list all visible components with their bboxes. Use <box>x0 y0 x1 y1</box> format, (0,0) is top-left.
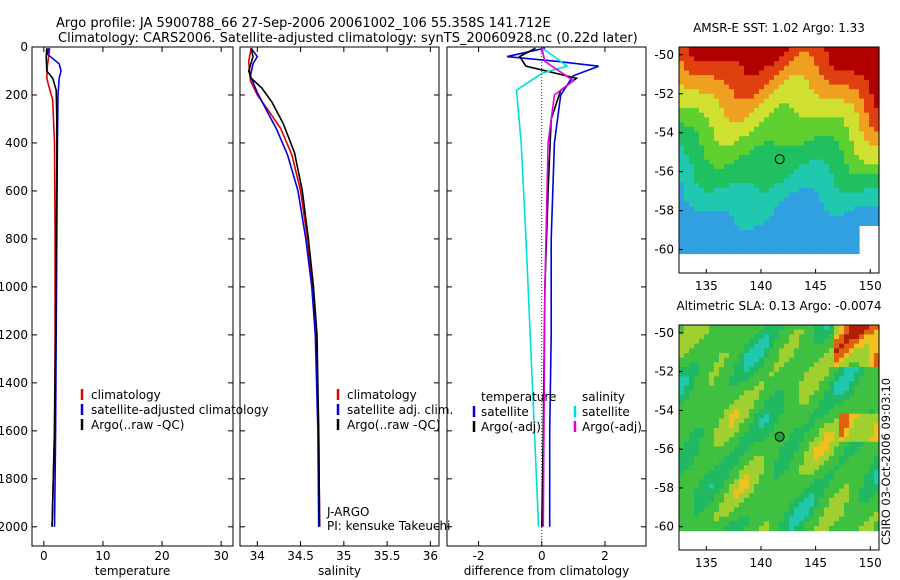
series-line-argo-raw-qc- <box>45 48 58 527</box>
x-tick-label: 140 <box>750 556 773 570</box>
y-tick-label: -54 <box>654 126 674 140</box>
y-tick-label: 1800 <box>0 472 28 486</box>
legend-label: satellite-adjusted climatology <box>91 403 269 417</box>
y-tick-label: -60 <box>654 520 674 534</box>
legend-label: Argo(..raw -QC) <box>347 418 440 432</box>
y-tick-label: 400 <box>5 136 28 150</box>
legend-title-temperature: temperature <box>481 390 556 404</box>
x-tick-label: 135 <box>695 279 718 293</box>
argo-float-marker <box>774 154 785 165</box>
series-line-satellite-adjusted-climatology <box>46 48 62 527</box>
legend-label: Argo(..raw -QC) <box>91 418 184 432</box>
legend-label: satellite <box>582 405 630 419</box>
x-tick-label: 10 <box>95 549 110 563</box>
legend-label: Argo(-adj) <box>481 420 541 434</box>
y-tick-label: 1200 <box>0 328 28 342</box>
y-tick-label: 2000 <box>0 520 28 534</box>
map-frame <box>678 46 880 274</box>
x-axis-label: temperature <box>95 564 170 578</box>
x-tick-label: 35 <box>336 549 351 563</box>
y-tick-label: -56 <box>654 442 674 456</box>
y-tick-label: -58 <box>654 481 674 495</box>
plot-frame <box>446 46 647 547</box>
figure-title-line1: Argo profile: JA 5900788_66 27-Sep-2006 … <box>56 16 551 31</box>
series-line-salinity-satellite <box>515 47 569 527</box>
y-tick-label: 0 <box>20 40 28 54</box>
y-tick-label: 1000 <box>0 280 28 294</box>
panel-temperature: 0 10 20 30 0 200 400 600 800 1000 1200 1400 1600 1800… <box>0 40 269 578</box>
legend-label: climatology <box>91 388 161 402</box>
field-raster <box>679 47 880 255</box>
y-tick-label: -50 <box>654 48 674 62</box>
legend-title-salinity: salinity <box>582 390 625 404</box>
legend-label: Argo(-adj) <box>582 420 642 434</box>
x-tick-label: 150 <box>859 556 882 570</box>
x-tick-label: 34.5 <box>287 549 314 563</box>
field-raster <box>679 325 880 532</box>
x-tick-label: 145 <box>804 279 827 293</box>
x-axis-label: difference from climatology <box>464 564 630 578</box>
y-tick-label: -60 <box>654 243 674 257</box>
x-tick-label: 35.5 <box>374 549 401 563</box>
map-title: Altimetric SLA: 0.13 Argo: -0.0074 <box>676 299 881 313</box>
x-tick-label: 135 <box>695 556 718 570</box>
y-tick-label: -56 <box>654 165 674 179</box>
x-tick-label: 30 <box>214 549 229 563</box>
series-line-temperature-satellite <box>506 47 599 527</box>
y-tick-label: -54 <box>654 403 674 417</box>
x-tick-label: 2 <box>601 549 609 563</box>
panel-salinity: 34 34.5 35 35.5 36 salinity climatologysatelli… <box>239 46 453 578</box>
legend-label: satellite adj. clim. <box>347 403 453 417</box>
plot-frame <box>31 46 234 547</box>
y-tick-label: 600 <box>5 184 28 198</box>
figure-title-line2: Climatology: CARS2006. Satellite-adjuste… <box>58 31 638 46</box>
y-tick-label: -50 <box>654 326 674 340</box>
series-line-argo-raw-qc- <box>247 48 321 527</box>
map-frame <box>678 324 880 551</box>
map-title: AMSR-E SST: 1.02 Argo: 1.33 <box>693 21 865 35</box>
x-tick-label: 36 <box>423 549 438 563</box>
y-tick-label: 1600 <box>0 424 28 438</box>
x-tick-label: 145 <box>804 556 827 570</box>
series-line-satellite-adj-clim- <box>249 47 320 527</box>
y-tick-label: -52 <box>654 87 674 101</box>
y-tick-label: 200 <box>5 88 28 102</box>
x-tick-label: 34 <box>250 549 265 563</box>
y-tick-label: 800 <box>5 232 28 246</box>
y-tick-label: -58 <box>654 204 674 218</box>
csiro-timestamp: CSIRO 03-Oct-2006 09:03:10 <box>879 378 893 545</box>
plot-frame <box>239 46 440 547</box>
x-tick-label: -2 <box>473 549 485 563</box>
y-tick-label: -52 <box>654 365 674 379</box>
x-tick-label: 140 <box>750 279 773 293</box>
x-tick-label: 0 <box>40 549 48 563</box>
map-sla: Altimetric SLA: 0.13 Argo: -0.0074 135 140… <box>654 299 881 570</box>
argo-float-marker <box>774 431 785 442</box>
series-line-salinity-argo-adj- <box>541 48 575 527</box>
x-axis-label: salinity <box>318 564 361 578</box>
map-sst: AMSR-E SST: 1.02 Argo: 1.33 135 140 145 150 -… <box>654 21 881 293</box>
legend-label: climatology <box>347 388 417 402</box>
float-annotation: PI: kensuke Takeuchi <box>327 519 450 533</box>
x-tick-label: 20 <box>154 549 169 563</box>
y-tick-label: 1400 <box>0 376 28 390</box>
x-tick-label: 150 <box>859 279 882 293</box>
x-tick-label: 0 <box>538 549 546 563</box>
series-line-climatology <box>247 48 321 527</box>
float-annotation: J-ARGO <box>326 505 369 519</box>
legend-label: satellite <box>481 405 529 419</box>
